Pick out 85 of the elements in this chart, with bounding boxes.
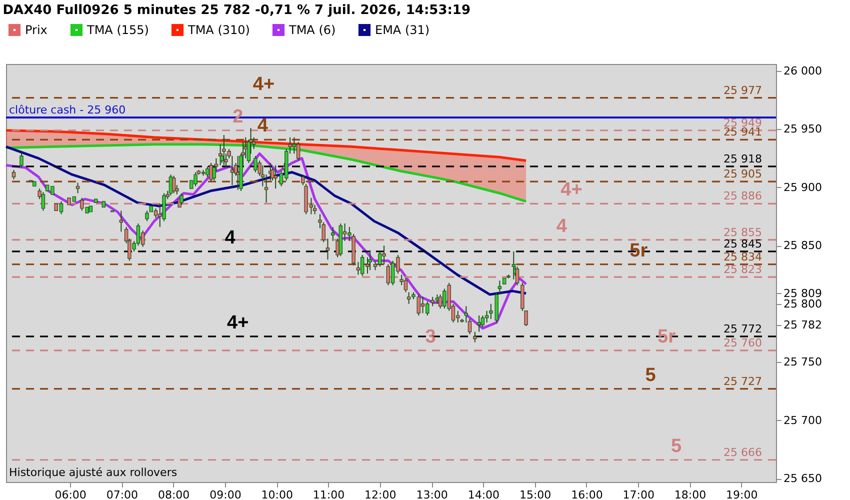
annotation: 4+ xyxy=(252,74,275,95)
candlestick xyxy=(172,175,176,194)
candlestick xyxy=(438,294,442,310)
candlestick xyxy=(274,164,278,190)
y-tick-label: 25 900 xyxy=(784,180,822,194)
x-tick-label: 11:00 xyxy=(312,488,345,500)
x-tick-label: 16:00 xyxy=(571,488,603,500)
legend-label: TMA (6) xyxy=(288,22,336,37)
ref-line-label: 25 855 xyxy=(724,226,762,239)
candlestick xyxy=(194,172,198,187)
ref-line-label: 25 941 xyxy=(724,126,762,139)
legend-label: EMA (31) xyxy=(375,22,430,37)
candlestick xyxy=(180,192,184,206)
candlestick xyxy=(20,153,24,168)
candlestick xyxy=(76,182,80,194)
annotation: 5 xyxy=(671,436,682,457)
annotation: 4 xyxy=(257,116,268,137)
annotation: 4+ xyxy=(227,312,249,334)
candlestick xyxy=(356,261,360,276)
annotation: 3 xyxy=(425,326,436,348)
candlestick xyxy=(230,155,234,186)
y-tick-label: 25 750 xyxy=(784,356,822,369)
candlestick xyxy=(382,245,386,265)
candlestick xyxy=(484,310,489,323)
ref-line-label: 25 834 xyxy=(724,250,762,264)
annotation: 4 xyxy=(224,227,236,248)
candlestick xyxy=(136,223,140,246)
ref-line-label: 25 886 xyxy=(724,190,762,203)
candlestick xyxy=(254,155,258,173)
ref-line-label: 25 772 xyxy=(724,322,762,336)
candlestick xyxy=(331,226,335,242)
candlestick xyxy=(206,166,210,178)
ref-line-label: 25 760 xyxy=(724,336,762,350)
candlestick xyxy=(477,315,481,332)
x-tick-label: 15:00 xyxy=(519,488,552,500)
x-tick-label: 14:00 xyxy=(468,488,500,500)
ref-line-label: 25 977 xyxy=(724,84,762,97)
candlestick xyxy=(430,296,434,307)
ref-line-label: 25 845 xyxy=(724,237,762,250)
legend-label: TMA (155) xyxy=(86,22,149,37)
candlestick xyxy=(292,136,296,154)
ref-line-label: 25 918 xyxy=(724,152,762,166)
legend-label: TMA (310) xyxy=(187,22,250,37)
x-tick-label: 18:00 xyxy=(674,488,706,500)
candlestick xyxy=(264,174,268,204)
ref-line-label: 25 666 xyxy=(724,446,762,459)
y-tick-label: 26 000 xyxy=(784,64,822,78)
x-tick-label: 08:00 xyxy=(158,488,190,500)
ref-line-label: 25 905 xyxy=(724,168,762,181)
x-tick-label: 06:00 xyxy=(54,488,86,500)
candlestick xyxy=(480,315,485,328)
candlestick xyxy=(368,250,372,271)
candlestick xyxy=(41,192,46,212)
y-tick-label: 25 809 xyxy=(784,286,822,300)
candlestick xyxy=(12,169,16,180)
y-tick-label: 25 700 xyxy=(784,414,822,427)
y-tick-label: 25 782 xyxy=(784,318,822,332)
line-series xyxy=(4,145,528,296)
ref-line-label: 25 823 xyxy=(724,263,762,276)
x-tick-label: 13:00 xyxy=(416,488,448,500)
y-tick-label: 25 800 xyxy=(784,297,822,310)
y-tick-label: 25 950 xyxy=(784,122,822,136)
candlestick xyxy=(119,210,124,232)
candlestick xyxy=(296,142,300,162)
annotation: 4+ xyxy=(560,180,582,201)
candlestick xyxy=(404,278,408,293)
candlestick xyxy=(386,264,390,286)
annotation: 4 xyxy=(556,216,568,237)
y-tick-label: 25 850 xyxy=(784,239,822,252)
y-tick-label: 25 650 xyxy=(784,472,822,486)
chart-title: DAX40 Full0926 5 minutes 25 782 -0,71 % 7 juil. 2026, 14:53:19 xyxy=(2,3,471,18)
x-tick-label: 07:00 xyxy=(106,488,138,500)
candlestick xyxy=(301,174,305,186)
x-tick-label: 09:00 xyxy=(210,488,242,500)
ref-line-label: clôture cash - 25 960 xyxy=(9,104,126,117)
annotation: 5 xyxy=(645,364,656,386)
annotation: Historique ajusté aux rollovers xyxy=(9,466,178,479)
x-tick-label: 12:00 xyxy=(364,488,396,500)
ref-line-label: 25 727 xyxy=(724,374,762,388)
line-series xyxy=(4,143,528,203)
x-tick-label: 17:00 xyxy=(622,488,654,500)
x-tick-label: 19:00 xyxy=(726,488,758,500)
x-tick-label: 10:00 xyxy=(261,488,293,500)
legend-label: Prix xyxy=(25,22,48,37)
candlestick xyxy=(473,331,477,343)
